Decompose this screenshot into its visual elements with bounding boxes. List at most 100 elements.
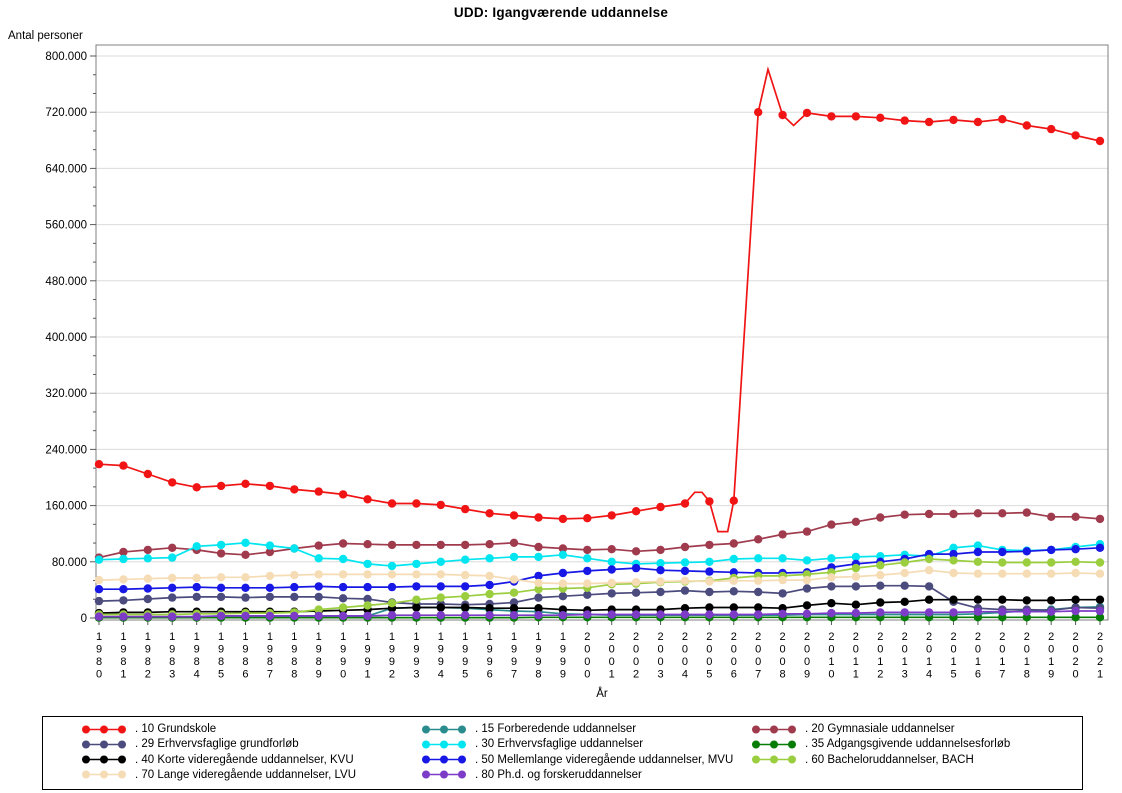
series-marker [729, 603, 738, 612]
series-marker [290, 485, 299, 494]
legend-label: . 60 Bacheloruddannelser, BACH [805, 753, 974, 766]
legend-item: . 70 Lange videregående uddannelser, LVU [81, 768, 356, 782]
series-marker [851, 112, 861, 121]
series-marker [656, 502, 665, 512]
series-marker [827, 554, 836, 563]
series-marker [119, 575, 128, 584]
series-marker [607, 545, 616, 554]
series-marker [851, 572, 861, 581]
series-marker [583, 579, 592, 588]
series-marker [338, 554, 348, 564]
series-marker [754, 587, 763, 597]
series-marker [754, 535, 763, 544]
series-marker [631, 547, 641, 556]
series-marker [192, 612, 201, 621]
series-marker [1095, 606, 1105, 616]
series-marker [973, 557, 983, 566]
legend-label: . 80 Ph.d. og forskeruddannelser [475, 768, 642, 781]
series-marker [534, 604, 543, 613]
series-marker [802, 108, 812, 118]
series-marker [583, 514, 592, 523]
series-marker [1047, 596, 1056, 605]
series-marker [876, 561, 885, 570]
series-marker [973, 541, 983, 550]
series-marker [216, 481, 226, 491]
series-marker [607, 610, 616, 619]
legend-item: . 60 Bacheloruddannelser, BACH [751, 753, 974, 767]
series-marker [412, 603, 421, 612]
series-marker [314, 605, 323, 614]
series-marker [119, 612, 128, 621]
series-marker [387, 540, 397, 550]
legend-swatch-icon [82, 740, 126, 749]
series-marker [338, 490, 348, 499]
series-marker [509, 511, 519, 520]
series-marker [216, 583, 226, 592]
series-marker [705, 557, 714, 566]
y-tick-label: 160.000 [45, 501, 87, 513]
series-marker [485, 509, 494, 518]
series-marker [1071, 595, 1080, 604]
legend-item: . 29 Erhvervsfaglige grundforløb [81, 737, 299, 751]
series-marker [363, 495, 372, 504]
series-marker [1071, 512, 1080, 521]
series-marker [949, 115, 958, 125]
series-marker [729, 496, 738, 505]
legend-swatch-icon [422, 740, 466, 749]
legend-swatch-icon [82, 725, 126, 733]
series-marker [631, 588, 641, 597]
series-marker [900, 568, 909, 578]
series-marker [949, 568, 958, 578]
series-marker [607, 578, 616, 588]
series-marker [436, 557, 445, 566]
series-marker [192, 483, 201, 492]
series-marker [924, 595, 934, 604]
series-marker [827, 520, 836, 529]
series-marker [290, 570, 299, 580]
series-marker [851, 608, 861, 618]
series-marker [119, 554, 128, 564]
series-marker [949, 608, 958, 617]
series-marker [534, 571, 543, 581]
series-marker [338, 594, 348, 603]
series-line [98, 66, 1101, 533]
legend-item: . 35 Adgangsgivende uddannelsesforløb [751, 737, 1010, 751]
series-marker [363, 611, 372, 621]
series-marker [754, 576, 763, 585]
series-marker [900, 597, 909, 606]
y-tick-label: 0 [81, 613, 87, 625]
series-marker [241, 538, 250, 547]
series-marker [290, 544, 299, 553]
series-marker [705, 567, 714, 576]
legend-label: . 20 Gymnasiale uddannelser [805, 723, 955, 735]
series-marker [876, 513, 885, 522]
y-axis-title: Antal personer [8, 30, 83, 42]
series-marker [680, 604, 690, 613]
series-marker [656, 559, 665, 568]
y-tick-label: 400.000 [45, 332, 87, 344]
series-marker [729, 554, 738, 564]
line-chart-plot: 0 80.000 160.000 240.000 320.000 400.000 480.0… [45, 44, 1109, 681]
series-marker [461, 570, 470, 580]
series-marker [607, 565, 616, 574]
legend-label: . 10 Grundskole [135, 723, 217, 735]
series-marker [265, 481, 275, 491]
series-marker [1047, 558, 1056, 567]
legend-label: . 15 Forberedende uddannelser [475, 723, 637, 735]
legend-items: . 10 Grundskole . 15 Forberedende uddanne… [43, 717, 1082, 789]
series-marker [607, 511, 616, 520]
series-marker [607, 557, 616, 566]
series-marker [876, 598, 885, 607]
series-marker [998, 509, 1007, 518]
series-marker [387, 582, 397, 592]
series-marker [265, 583, 275, 592]
